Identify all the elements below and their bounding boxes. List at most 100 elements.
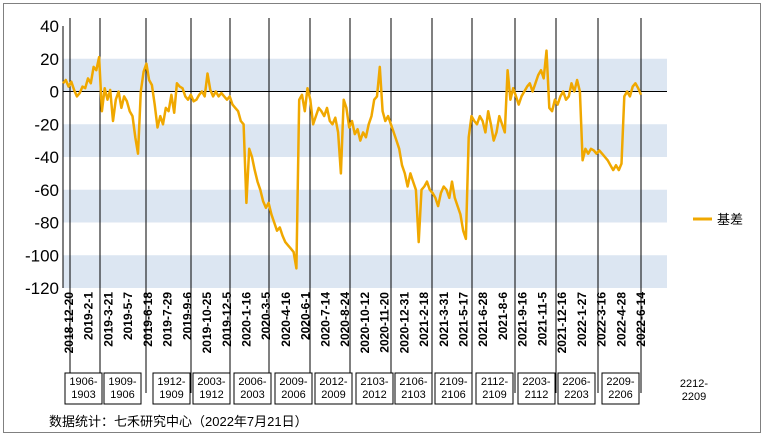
contract-box-label: 2006 [281,389,305,401]
contract-box-label: 2109 [482,389,506,401]
contract-box-8 [394,372,433,405]
x-tick-label: 2021-3-31 [437,292,451,347]
contract-box-5 [274,372,313,405]
series-lines [62,49,643,270]
contract-box-label: 2109- [439,376,467,388]
x-tick-label: 2020-12-31 [397,292,411,354]
x-tick-label: 2020-1-16 [240,292,254,347]
x-tick-label: 2021-5-17 [456,292,470,347]
contract-box-label: 2212- [680,378,708,390]
y-tick-label: -40 [34,148,59,167]
contract-box-label: 2106 [441,389,465,401]
contract-box-label: 1906 [110,389,134,401]
x-tick-label: 2020-11-20 [378,292,392,353]
contract-divider-lines [69,18,642,393]
contract-box-label: 2206- [562,376,590,388]
chart-frame [3,3,761,433]
x-tick-label: 2021-9-16 [516,292,530,347]
grid-band-1 [63,124,667,157]
y-tick-label: -20 [34,115,59,134]
contract-box-9 [434,372,473,405]
contract-box-label: 1909- [108,376,136,388]
contract-box-label: 2203 [564,389,588,401]
y-tick-label: -120 [25,279,59,298]
contract-box-7 [355,372,394,405]
x-tick-label: 2019-9-6 [180,292,194,340]
legend-label: 基差 [717,212,743,227]
x-tick-label: 2018-12-20 [62,292,76,354]
contract-box-label: 2112- [481,376,509,388]
contract-box-label: 2103 [401,389,425,401]
x-tick-label: 2019-6-18 [141,292,155,347]
contract-box-10 [475,372,514,405]
contract-box-13 [601,372,640,405]
y-tick-label: -60 [34,181,59,200]
x-tick-label: 2021-12-16 [555,292,569,354]
x-tick-label: 2021-2-18 [417,292,431,347]
x-tick-label: 2019-2-1 [82,292,96,340]
y-tick-label: 0 [50,83,59,102]
contract-box-label: 2009 [321,389,345,401]
source-note: 数据统计：七禾研究中心（2022年7月21日） [49,414,308,429]
y-tick-label: -80 [34,214,59,233]
contract-box-label: 2206 [608,389,632,401]
contract-box-label: 2209 [682,391,706,403]
legend: 基差 [693,212,743,227]
contract-box-label: 1903 [71,389,95,401]
contract-box-3 [192,372,231,405]
contract-box-11 [517,372,556,405]
x-tick-label: 2019-7-29 [161,292,175,347]
x-tick-label: 2022-3-16 [595,292,609,347]
y-tick-label: 20 [40,50,59,69]
x-tick-label: 2019-10-25 [200,292,214,354]
contract-box-label: 2003 [240,389,264,401]
grid-band-2 [63,189,667,223]
x-tick-label: 2020-8-24 [338,292,352,347]
contract-box-label: 2209- [606,376,634,388]
y-axis-ticks: 40 20 0 -20 -40 -60 -80 -100 -120 [25,17,59,298]
x-tick-label: 2022-4-28 [614,292,628,347]
contract-period-boxes: 1906-1903 1909-1906 1912-1909 2003-1912 2006… [64,372,714,406]
contract-box-2 [152,372,191,405]
x-tick-label: 2022-1-27 [575,292,589,347]
x-tick-label: 2021-6-28 [476,292,490,347]
x-tick-label: 2020-4-16 [279,292,293,347]
contract-box-label: 2112 [525,389,549,401]
x-tick-label: 2021-8-6 [496,292,510,340]
axes [62,26,667,288]
contract-box-label: 1909 [159,389,183,401]
contract-box-14 [674,375,714,406]
x-axis-ticks: 2018-12-20 2019-2-1 2019-3-21 2019-5-7 2019-… [62,292,648,354]
x-tick-label: 2022-6-14 [634,292,648,347]
grid-band-3 [63,255,667,288]
contract-box-label: 2203- [522,376,550,388]
contract-box-label: 2006- [238,376,266,388]
contract-box-label: 1912 [199,389,223,401]
contract-box-6 [314,372,353,405]
contract-box-0 [64,372,103,405]
background-bands [63,58,667,288]
x-tick-label: 2019-12-5 [220,292,234,347]
contract-box-label: 1912- [157,376,185,388]
series-line [62,49,643,270]
x-tick-label: 2021-11-5 [535,292,549,346]
contract-box-1 [103,372,142,405]
x-tick-label: 2019-5-7 [121,292,135,340]
contract-box-label: 1906- [69,376,97,388]
contract-box-label: 2009- [279,376,307,388]
x-tick-label: 2020-3-5 [259,292,273,340]
contract-box-label: 2012- [319,376,347,388]
contract-box-12 [557,372,596,405]
y-tick-label: 40 [40,17,59,36]
contract-box-label: 2103- [360,376,388,388]
contract-box-label: 2003- [197,376,225,388]
contract-box-label: 2012 [362,389,386,401]
x-tick-label: 2020-6-1 [299,292,313,340]
grid-band-0 [63,58,667,92]
x-tick-label: 2020-7-14 [318,292,332,347]
contract-box-label: 2106- [399,376,427,388]
y-tick-label: -100 [25,246,59,265]
contract-box-4 [233,372,272,405]
x-tick-label: 2020-10-12 [358,292,372,354]
